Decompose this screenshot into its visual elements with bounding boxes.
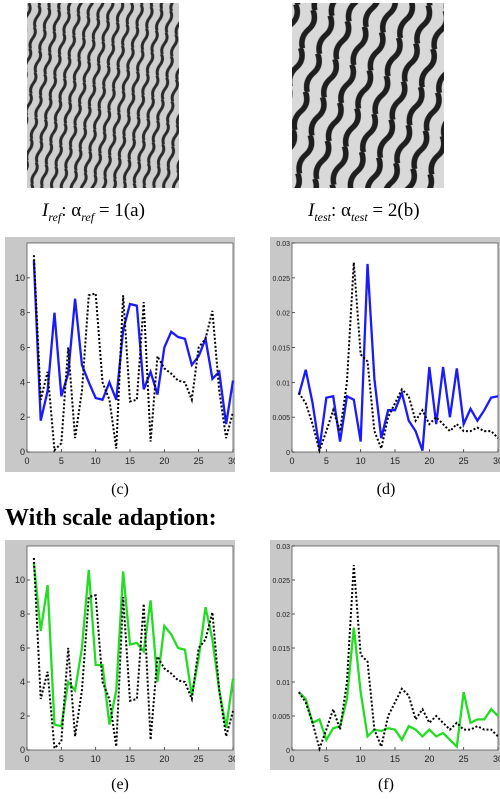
- subfigure-label-d: (d): [376, 481, 396, 498]
- subfigure-label-e: (e): [111, 776, 129, 793]
- subfigure-label-f: (f): [378, 776, 394, 793]
- y-tick-label: 2: [20, 711, 25, 721]
- y-tick-label: 0: [286, 748, 290, 755]
- y-tick-label: 6: [20, 643, 25, 653]
- y-tick-label: 0.025: [272, 276, 290, 283]
- y-tick-label: 8: [20, 609, 25, 619]
- chart-panel-e: 0 5 10 15 20 25 30 0 2 4 6 8 10: [5, 540, 238, 770]
- y-tick-label: 0.005: [272, 415, 290, 422]
- x-tick-label: 5: [324, 754, 329, 764]
- x-tick-label: 30: [228, 754, 235, 764]
- x-tick-label: 0: [289, 754, 294, 764]
- chart-panel-d: 0 5 10 15 20 25 30 0 0.005 0.01 0.015 0.02 0.025 0.03: [270, 237, 500, 472]
- x-tick-label: 15: [390, 456, 400, 466]
- x-tick-label: 30: [228, 456, 235, 466]
- x-tick-label: 20: [424, 456, 434, 466]
- section-heading: With scale adaption:: [5, 505, 217, 531]
- x-tick-label: 10: [356, 754, 366, 764]
- series-line-blue: [297, 263, 499, 451]
- chart-panel-c: 0 5 10 15 20 25 30 0 2 4 6 8 10: [5, 237, 238, 472]
- chart-e: 0 5 10 15 20 25 30 0 2 4 6 8 10: [15, 545, 238, 764]
- y-tick-label: 0.015: [272, 346, 290, 353]
- y-tick-label: 0.025: [272, 578, 290, 585]
- caption-a: Iref: αref = 1(a): [42, 200, 145, 224]
- subfigure-label-c: (c): [111, 481, 129, 498]
- x-tick-label: 30: [493, 456, 500, 466]
- series-line-dotted: [298, 564, 499, 752]
- x-tick-label: 15: [390, 754, 400, 764]
- y-tick-label: 8: [20, 308, 25, 318]
- series-line-dotted: [298, 262, 499, 455]
- x-tick-label: 25: [459, 754, 469, 764]
- x-tick-label: 0: [24, 456, 29, 466]
- x-tick-label: 25: [459, 456, 469, 466]
- y-tick-label: 0.03: [276, 544, 290, 551]
- x-tick-label: 15: [125, 456, 135, 466]
- x-tick-label: 10: [91, 456, 101, 466]
- series-line-dotted: [32, 557, 234, 751]
- texture-image-test: [292, 3, 444, 188]
- y-tick-label: 0.01: [276, 680, 290, 687]
- y-tick-label: 0: [286, 450, 290, 457]
- texture-image-ref: [27, 3, 179, 188]
- y-tick-label: 0.03: [276, 241, 290, 248]
- y-tick-label: 0.02: [276, 612, 290, 619]
- x-tick-label: 30: [493, 754, 500, 764]
- x-tick-label: 5: [324, 456, 329, 466]
- x-tick-label: 15: [125, 754, 135, 764]
- caption-b: Itest: αtest = 2(b): [308, 200, 420, 224]
- chart-d: 0 5 10 15 20 25 30 0 0.005 0.01 0.015 0.02 0.025 0.03: [272, 241, 500, 466]
- y-tick-label: 0.02: [276, 311, 290, 318]
- chart-panel-f: 0 5 10 15 20 25 30 0 0.005 0.01 0.015 0.02 0.025 0.03: [270, 540, 500, 770]
- y-tick-label: 2: [20, 412, 25, 422]
- y-tick-label: 0: [20, 745, 25, 755]
- y-tick-label: 10: [15, 575, 25, 585]
- y-tick-label: 4: [20, 377, 25, 387]
- y-tick-label: 10: [15, 273, 25, 283]
- plot-area: [26, 545, 234, 751]
- x-tick-label: 20: [424, 754, 434, 764]
- x-tick-label: 0: [24, 754, 29, 764]
- y-tick-label: 6: [20, 343, 25, 353]
- x-tick-label: 10: [356, 456, 366, 466]
- x-tick-label: 25: [194, 456, 204, 466]
- x-tick-label: 5: [59, 754, 64, 764]
- y-tick-label: 0.005: [272, 714, 290, 721]
- y-tick-label: 0.015: [272, 646, 290, 653]
- x-tick-label: 20: [159, 456, 169, 466]
- chart-c: 0 5 10 15 20 25 30 0 2 4 6 8 10: [15, 242, 238, 466]
- chart-f: 0 5 10 15 20 25 30 0 0.005 0.01 0.015 0.02 0.025 0.03: [272, 544, 500, 764]
- x-tick-label: 10: [91, 754, 101, 764]
- x-tick-label: 20: [159, 754, 169, 764]
- series-line-dotted: [32, 255, 234, 453]
- y-tick-label: 4: [20, 677, 25, 687]
- y-tick-label: 0: [20, 447, 25, 457]
- x-tick-label: 5: [59, 456, 64, 466]
- y-tick-label: 0.01: [276, 380, 290, 387]
- plot-area: [291, 545, 499, 751]
- series-line-green: [298, 627, 499, 750]
- x-tick-label: 25: [194, 754, 204, 764]
- series-line-green: [32, 562, 235, 729]
- x-tick-label: 0: [289, 456, 294, 466]
